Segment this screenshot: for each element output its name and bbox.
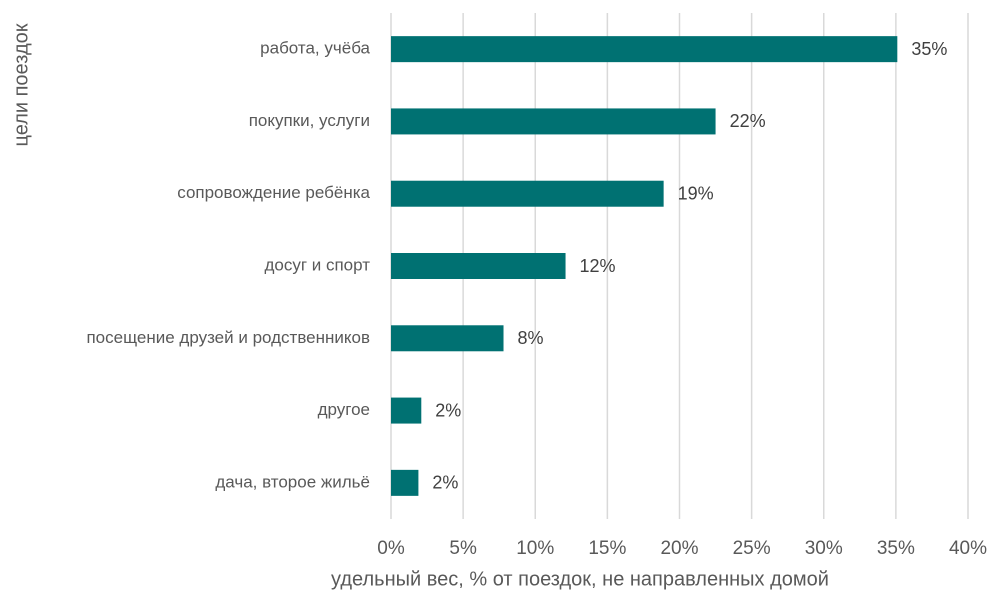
- y-tick-label: посещение друзей и родственников: [86, 328, 370, 347]
- bar: [391, 36, 898, 63]
- y-tick-label: сопровождение ребёнка: [177, 183, 370, 202]
- value-label: 8%: [518, 328, 544, 348]
- y-axis-label: цели поездок: [10, 23, 32, 146]
- x-tick-label: 15%: [588, 538, 626, 559]
- x-tick-label: 25%: [733, 538, 771, 559]
- bar: [391, 180, 664, 207]
- bar: [391, 253, 566, 279]
- y-tick-label: покупки, услуги: [249, 111, 370, 130]
- bar: [391, 108, 716, 135]
- bar: [391, 397, 422, 424]
- x-tick-label: 40%: [949, 538, 987, 559]
- y-tick-label: досуг и спорт: [264, 255, 370, 274]
- bar: [391, 469, 419, 496]
- x-axis-label: удельный вес, % от поездок, не направлен…: [331, 568, 829, 590]
- bar: [391, 325, 504, 352]
- value-label: 35%: [911, 39, 947, 59]
- value-label: 12%: [580, 256, 616, 276]
- x-tick-label: 20%: [660, 538, 698, 559]
- x-tick-label: 30%: [805, 538, 843, 559]
- value-label: 19%: [678, 183, 714, 203]
- x-tick-label: 10%: [516, 538, 554, 559]
- y-tick-label: дача, второе жильё: [215, 472, 370, 491]
- value-label: 2%: [435, 400, 461, 420]
- x-tick-label: 0%: [377, 538, 405, 559]
- x-tick-label: 5%: [449, 538, 477, 559]
- y-tick-label: работа, учёба: [260, 39, 370, 58]
- value-label: 2%: [432, 473, 458, 493]
- value-label: 22%: [730, 111, 766, 131]
- y-tick-label: другое: [318, 400, 370, 419]
- x-tick-label: 35%: [877, 538, 915, 559]
